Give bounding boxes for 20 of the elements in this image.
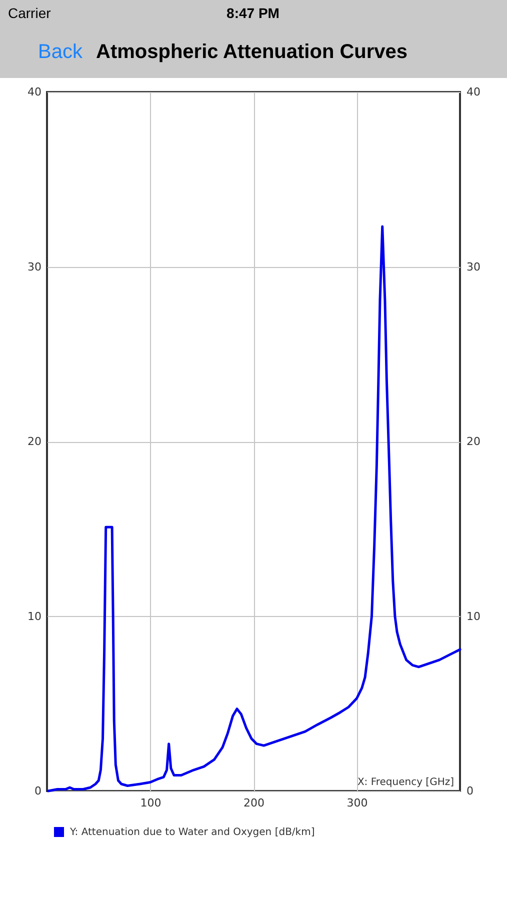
y-tick-label: 10 xyxy=(28,610,42,623)
y2-tick-label: 0 xyxy=(466,784,474,798)
y2-tick-label: 30 xyxy=(466,260,480,274)
text: 8:47 PM xyxy=(226,5,280,21)
y-tick-label: 20 xyxy=(28,435,42,448)
x-tick-label: 100 xyxy=(140,796,162,810)
y2-tick-label: 10 xyxy=(466,610,480,623)
y-tick-label: 40 xyxy=(28,86,42,98)
text: Carrier xyxy=(8,5,52,21)
y-tick-label: 0 xyxy=(34,784,42,798)
y2-tick-label: 20 xyxy=(466,435,480,448)
text: Back xyxy=(38,41,84,63)
x-tick-label: 300 xyxy=(346,796,368,810)
x-axis-title: X: Frequency [GHz] xyxy=(357,777,454,788)
y2-tick-label: 40 xyxy=(466,86,480,98)
y-tick-label: 30 xyxy=(28,260,42,274)
chart-title: Atmospheric Attenuation Curves xyxy=(96,41,408,63)
legend-label: Y: Attenuation due to Water and Oxygen [dB/km] xyxy=(69,827,315,838)
line-series xyxy=(46,225,462,792)
x-tick-label: 200 xyxy=(244,796,264,810)
